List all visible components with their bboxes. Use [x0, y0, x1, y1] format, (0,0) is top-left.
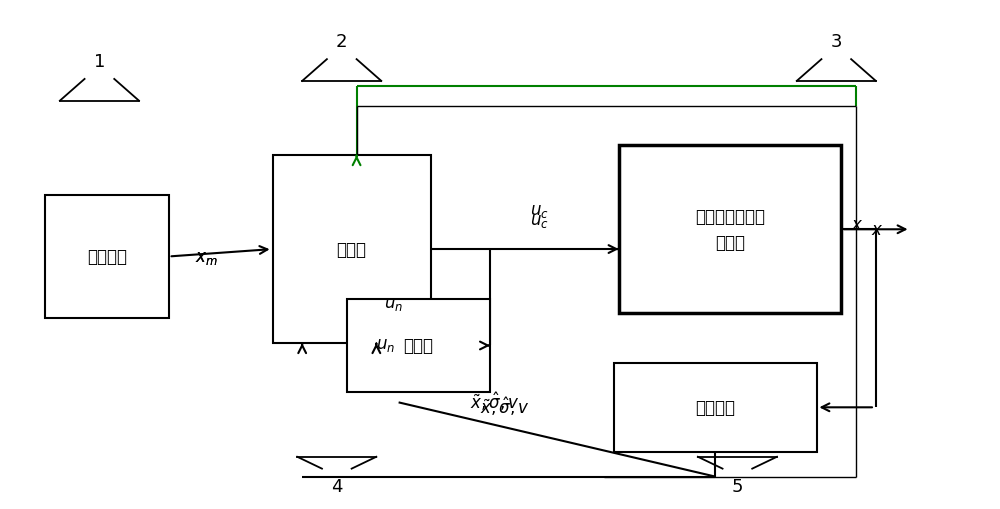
Bar: [619, 146, 841, 314]
Text: 参考模型: 参考模型: [87, 248, 127, 266]
Text: $u_n$: $u_n$: [384, 294, 403, 312]
Text: $x$: $x$: [851, 216, 864, 234]
Text: 控制器: 控制器: [337, 241, 367, 259]
Text: 1: 1: [94, 53, 105, 71]
Bar: [45, 195, 169, 319]
Bar: [347, 299, 490, 393]
Text: 3: 3: [831, 33, 842, 51]
Text: $x_m$: $x_m$: [195, 248, 218, 266]
Text: $u_c$: $u_c$: [530, 212, 548, 230]
Text: $u_n$: $u_n$: [376, 335, 395, 353]
Text: 4: 4: [331, 477, 343, 495]
Text: $x$: $x$: [871, 221, 883, 239]
Text: $\tilde{x},\hat{\sigma},v$: $\tilde{x},\hat{\sigma},v$: [470, 390, 520, 412]
Text: 滤波器: 滤波器: [403, 337, 433, 355]
Text: $x_m$: $x_m$: [195, 248, 218, 266]
Bar: [273, 156, 431, 344]
Text: 辅助系统: 辅助系统: [695, 399, 735, 416]
Text: 2: 2: [336, 33, 347, 51]
Text: 非仿射非线性被
控对象: 非仿射非线性被 控对象: [695, 208, 765, 252]
Text: $u_c$: $u_c$: [530, 202, 548, 220]
Text: 5: 5: [732, 477, 743, 495]
Bar: [614, 363, 817, 452]
Text: $\tilde{x},\hat{\sigma},v$: $\tilde{x},\hat{\sigma},v$: [480, 395, 530, 417]
